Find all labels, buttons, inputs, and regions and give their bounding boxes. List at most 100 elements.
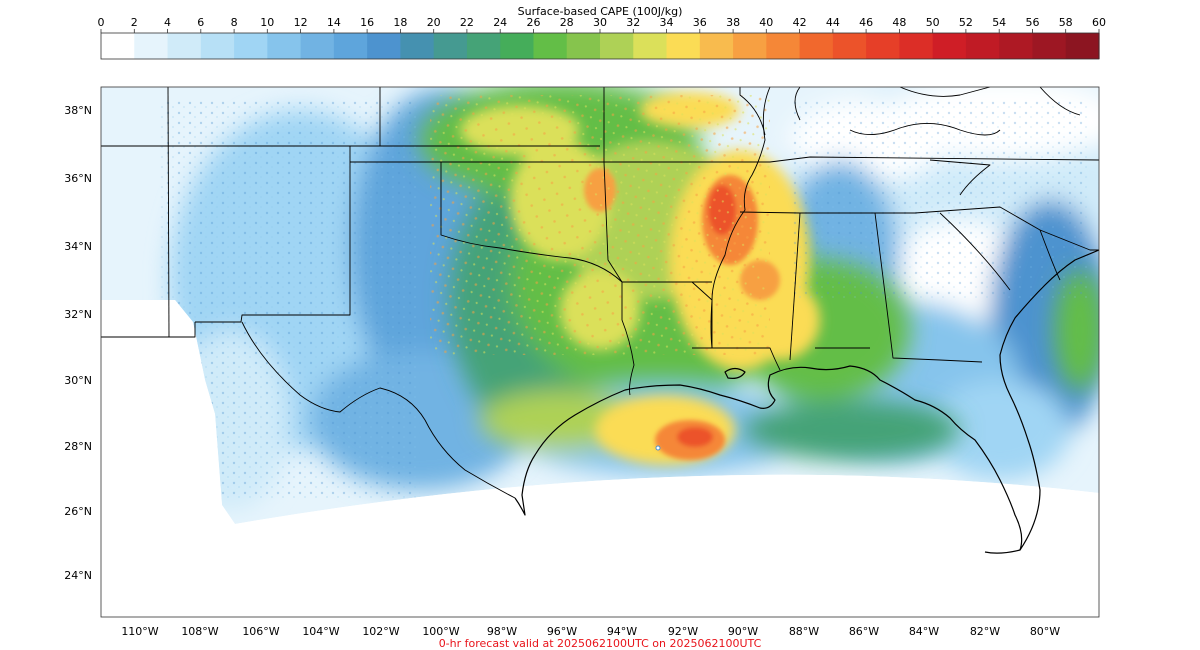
colorbar-tick-label: 42: [793, 16, 807, 29]
colorbar-cell: [533, 33, 568, 59]
colorbar-cell: [832, 33, 867, 59]
colorbar-cell: [733, 33, 767, 59]
colorbar-cell: [433, 33, 468, 59]
colorbar-tick-label: 34: [660, 16, 674, 29]
colorbar-tick-label: 4: [164, 16, 171, 29]
colorbar-cell: [101, 33, 135, 59]
colorbar-cell: [200, 33, 235, 59]
longitude-label: 88°W: [789, 625, 819, 638]
colorbar-tick-label: 40: [759, 16, 773, 29]
longitude-label: 104°W: [302, 625, 339, 638]
colorbar-tick-label: 46: [859, 16, 873, 29]
colorbar-cell: [666, 33, 701, 59]
colorbar-cell: [799, 33, 834, 59]
colorbar-cell: [134, 33, 169, 59]
colorbar-tick-label: 28: [560, 16, 574, 29]
latitude-label: 30°N: [64, 374, 92, 387]
colorbar-tick-label: 6: [197, 16, 204, 29]
colorbar-tick-label: 56: [1026, 16, 1040, 29]
longitude-label: 82°W: [970, 625, 1000, 638]
map-frame: [100, 86, 1100, 618]
colorbar-tick-label: 60: [1092, 16, 1106, 29]
colorbar-cell: [300, 33, 335, 59]
longitude-label: 96°W: [547, 625, 577, 638]
latitude-label: 36°N: [64, 172, 92, 185]
colorbar-cell: [267, 33, 302, 59]
longitude-label: 92°W: [668, 625, 698, 638]
colorbar-cell: [400, 33, 435, 59]
colorbar-cell: [466, 33, 501, 59]
colorbar-tick-label: 50: [926, 16, 940, 29]
colorbar-cell: [965, 33, 1000, 59]
latitude-label: 28°N: [64, 440, 92, 453]
longitude-label: 98°W: [487, 625, 517, 638]
colorbar-cell: [234, 33, 268, 59]
longitude-label: 102°W: [362, 625, 399, 638]
colorbar-tick-label: 32: [626, 16, 640, 29]
longitude-label: 108°W: [181, 625, 218, 638]
colorbar-tick-label: 14: [327, 16, 341, 29]
colorbar-tick-labels: 0 2 4 6 8 10 12 14 16 18 20 22 24 26 28 30 32 34 36 38 40 42 4…: [98, 16, 1106, 33]
colorbar-tick-label: 24: [493, 16, 507, 29]
colorbar-tick-label: 16: [360, 16, 374, 29]
longitude-labels: 110°W 108°W 106°W 104°W 102°W 100°W 98°W 96°W 94…: [121, 625, 1060, 638]
forecast-valid-caption: 0-hr forecast valid at 2025062100UTC on …: [439, 637, 762, 650]
colorbar-tick-label: 54: [992, 16, 1006, 29]
colorbar-cell: [932, 33, 967, 59]
colorbar-cell: [367, 33, 401, 59]
colorbar-tick-label: 36: [693, 16, 707, 29]
latitude-label: 26°N: [64, 505, 92, 518]
latitude-labels: 38°N 36°N 34°N 32°N 30°N 28°N 26°N 24°N: [64, 104, 92, 582]
latitude-label: 34°N: [64, 240, 92, 253]
map-panel: 38°N 36°N 34°N 32°N 30°N 28°N 26°N 24°N 110°W 10…: [64, 86, 1100, 638]
colorbar-cell: [167, 33, 202, 59]
colorbar-cell: [566, 33, 601, 59]
longitude-label: 80°W: [1030, 625, 1060, 638]
colorbar-cell: [600, 33, 634, 59]
colorbar-tick-label: 10: [260, 16, 274, 29]
longitude-label: 106°W: [242, 625, 279, 638]
colorbar-tick-label: 8: [231, 16, 238, 29]
colorbar: Surface-based CAPE (100J/kg) 0 2 4 6 8 10 12 14…: [98, 5, 1106, 60]
colorbar-cell: [899, 33, 934, 59]
latitude-label: 38°N: [64, 104, 92, 117]
colorbar-tick-label: 44: [826, 16, 840, 29]
cape-field: [101, 87, 1099, 524]
out-of-domain-mask: [101, 300, 235, 617]
colorbar-tick-label: 2: [131, 16, 138, 29]
colorbar-tick-label: 22: [460, 16, 474, 29]
coastline: [514, 249, 1099, 554]
state-boundaries: [101, 87, 1099, 499]
latitude-label: 24°N: [64, 569, 92, 582]
colorbar-tick-label: 30: [593, 16, 607, 29]
colorbar-cell: [333, 33, 368, 59]
colorbar-cells: [101, 33, 1100, 59]
longitude-label: 84°W: [909, 625, 939, 638]
colorbar-cell: [1032, 33, 1067, 59]
colorbar-tick-label: 52: [959, 16, 973, 29]
longitude-label: 90°W: [728, 625, 758, 638]
colorbar-tick-label: 26: [527, 16, 541, 29]
colorbar-tick-label: 12: [294, 16, 308, 29]
colorbar-tick-label: 58: [1059, 16, 1073, 29]
colorbar-tick-label: 0: [98, 16, 105, 29]
colorbar-tick-label: 38: [726, 16, 740, 29]
longitude-label: 86°W: [849, 625, 879, 638]
colorbar-cell: [866, 33, 900, 59]
colorbar-frame: [100, 32, 1100, 60]
colorbar-cell: [1065, 33, 1100, 59]
longitude-label: 100°W: [422, 625, 459, 638]
latitude-label: 32°N: [64, 308, 92, 321]
colorbar-cell: [633, 33, 668, 59]
colorbar-cell: [500, 33, 535, 59]
colorbar-title: Surface-based CAPE (100J/kg): [518, 5, 683, 18]
longitude-label: 94°W: [607, 625, 637, 638]
colorbar-tick-label: 20: [427, 16, 441, 29]
colorbar-cell: [999, 33, 1034, 59]
colorbar-tick-label: 18: [393, 16, 407, 29]
colorbar-cell: [766, 33, 801, 59]
longitude-label: 110°W: [121, 625, 158, 638]
colorbar-tick-label: 48: [892, 16, 906, 29]
colorbar-cell: [699, 33, 734, 59]
